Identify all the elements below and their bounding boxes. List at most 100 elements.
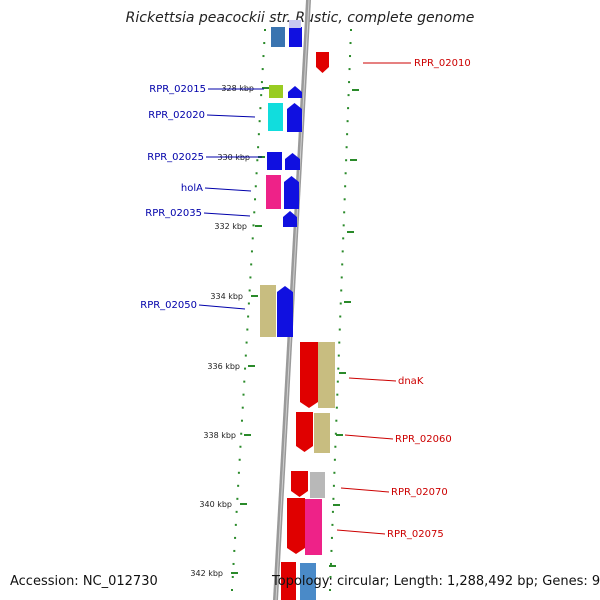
outer-ring-dot xyxy=(348,68,351,71)
inner-ring-dot xyxy=(250,263,253,266)
outer-ring-dot xyxy=(329,575,332,578)
gene-label-leader xyxy=(336,529,386,535)
gene-label-leader xyxy=(344,434,394,440)
outer-ring-dot xyxy=(331,523,334,526)
outer-ring-dot xyxy=(334,432,337,435)
tick-label: 332 kbp xyxy=(214,222,247,231)
gene-label-leader xyxy=(340,487,390,493)
accession-text: Accession: NC_012730 xyxy=(10,574,158,589)
outer-ring-dot xyxy=(335,406,338,409)
gene-label-leader xyxy=(348,377,397,382)
outer-ring-dot xyxy=(349,55,352,58)
inner-ring-dot xyxy=(232,562,235,565)
gene-label: RPR_02050 xyxy=(140,300,197,311)
outer-ring-dot xyxy=(343,211,346,214)
outer-ring-dot xyxy=(340,276,343,279)
gene-arrow xyxy=(287,103,302,132)
outer-ring-dot xyxy=(333,471,336,474)
outer-ring-dot xyxy=(346,120,349,123)
outer-ring-dot xyxy=(342,224,345,227)
inner-ring-dot xyxy=(245,341,248,344)
gene-labels: RPR_02010 RPR_02015 RPR_02020 RPR_02025 holA… xyxy=(140,58,471,540)
inner-ring-dot xyxy=(250,250,253,253)
outer-ring-dot xyxy=(337,367,340,370)
ring-dotted-guides xyxy=(231,29,352,591)
inner-ring-dot xyxy=(233,549,236,552)
inner-ring-dot xyxy=(239,445,242,448)
inner-ring-dot xyxy=(235,510,238,513)
genome-summary-text: Topology: circular; Length: 1,288,492 bp… xyxy=(272,574,600,589)
inner-ring-dot xyxy=(234,536,237,539)
gene-arrow xyxy=(316,52,329,73)
inner-ring-dot xyxy=(249,276,252,279)
outer-ring-dot xyxy=(339,302,342,305)
inner-ring-dot xyxy=(247,302,250,305)
outer-ring-dot xyxy=(341,250,344,253)
gene-arrow xyxy=(283,211,297,227)
gene-arrow xyxy=(285,153,300,170)
inner-ring-dot xyxy=(262,55,265,58)
inner-ring-dot xyxy=(257,146,260,149)
outer-ring-dot xyxy=(329,562,332,565)
outer-ring-dot xyxy=(345,159,348,162)
outer-ring-dot xyxy=(349,42,352,45)
gene-features xyxy=(260,20,335,600)
outer-ring-dot xyxy=(345,146,348,149)
inner-ring-dot xyxy=(231,589,233,591)
outer-ring-dot xyxy=(346,133,349,136)
gene-box xyxy=(281,562,296,600)
outer-ring-dot xyxy=(343,198,346,201)
gene-label: RPR_02010 xyxy=(414,58,471,69)
inner-ring-dot xyxy=(257,133,260,136)
outer-ring-dot xyxy=(344,185,347,188)
inner-ring-dot xyxy=(248,289,251,292)
outer-ring-dot xyxy=(332,484,335,487)
inner-ring-dot xyxy=(231,575,234,578)
inner-ring-dot xyxy=(242,393,245,396)
outer-ring-dot xyxy=(329,589,331,591)
gene-label-leader xyxy=(198,304,246,310)
gene-arrow xyxy=(277,286,293,337)
inner-ring-dot xyxy=(237,484,240,487)
tick-label: 338 kbp xyxy=(203,431,236,440)
gene-label: RPR_02015 xyxy=(149,84,206,95)
outer-ring-dot xyxy=(342,237,345,240)
gene-box xyxy=(305,499,322,555)
gene-box xyxy=(271,27,285,47)
outer-ring-dot xyxy=(338,341,341,344)
outer-ring-dot xyxy=(344,172,347,175)
outer-ring-dot xyxy=(336,380,339,383)
inner-ring-dot xyxy=(252,224,255,227)
inner-ring-dot xyxy=(259,107,262,110)
map-title: Rickettsia peacockii str. Rustic, comple… xyxy=(125,10,475,26)
gene-label: dnaK xyxy=(398,376,424,387)
gene-arrow xyxy=(284,176,299,209)
gene-label: RPR_02075 xyxy=(387,529,444,540)
outer-ring-dot xyxy=(347,94,350,97)
gene-arrow xyxy=(289,27,302,47)
outer-ring-dot xyxy=(338,328,341,331)
inner-ring-dot xyxy=(244,354,247,357)
outer-ring-dot xyxy=(340,289,343,292)
outer-ring-dot xyxy=(335,419,338,422)
inner-ring-dot xyxy=(240,432,243,435)
outer-ring-dot xyxy=(333,458,336,461)
inner-ring-dot xyxy=(258,120,261,123)
outer-ring-dot xyxy=(331,510,334,513)
gene-arrow xyxy=(267,152,282,170)
gene-label-leader xyxy=(204,187,252,192)
gene-label: RPR_02070 xyxy=(391,487,448,498)
tick-label: 340 kbp xyxy=(199,500,232,509)
gene-box xyxy=(310,472,325,498)
outer-ring-dot xyxy=(341,263,344,266)
gene-arrow xyxy=(296,412,313,452)
gene-label: RPR_02035 xyxy=(145,208,202,219)
outer-ring-dot xyxy=(350,29,352,31)
outer-ring-dot xyxy=(332,497,335,500)
gene-box xyxy=(266,175,281,209)
outer-ring-dot xyxy=(348,81,351,84)
gene-label-leader xyxy=(203,212,251,217)
tick-label: 342 kbp xyxy=(190,569,223,578)
gene-label: RPR_02060 xyxy=(395,434,452,445)
inner-ring-dot xyxy=(243,380,246,383)
